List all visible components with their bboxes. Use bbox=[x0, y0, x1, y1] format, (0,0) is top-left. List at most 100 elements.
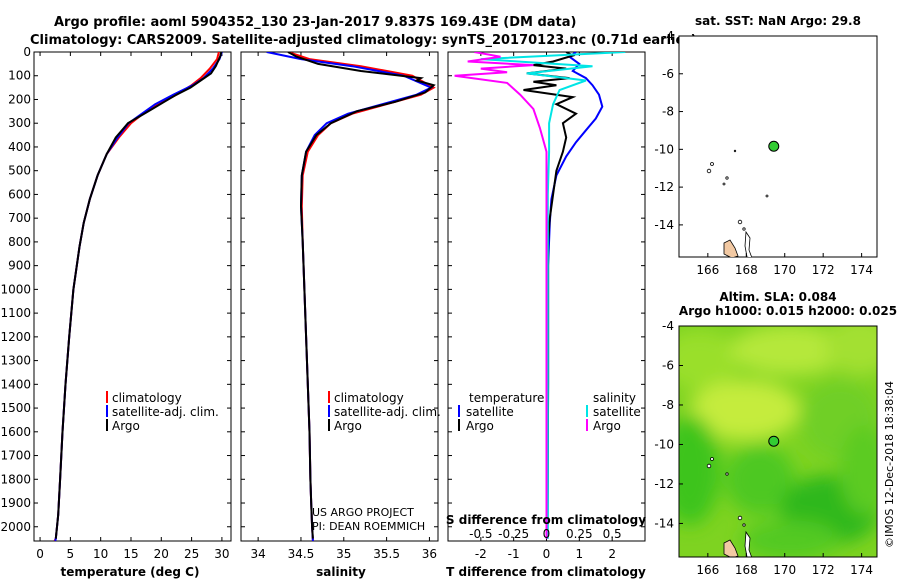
island-dot bbox=[765, 194, 769, 198]
map-y-tick-label: -6 bbox=[662, 358, 674, 372]
y-tick-label: 1600 bbox=[0, 425, 31, 439]
island-dot bbox=[742, 227, 746, 231]
map-x-tick-label: 170 bbox=[773, 263, 796, 277]
island-dot bbox=[722, 182, 726, 186]
y-tick-label: 1000 bbox=[0, 282, 31, 296]
x-tick-label: 10 bbox=[93, 547, 108, 561]
map-x-tick-label: 170 bbox=[773, 563, 796, 577]
sst-map-panel: sat. SST: NaN Argo: 29.8 166 168 170 172 174… bbox=[654, 14, 878, 277]
y-tick-label: 900 bbox=[8, 259, 31, 273]
y-tick-label: 1200 bbox=[0, 330, 31, 344]
y-tick-label: 2000 bbox=[0, 520, 31, 534]
x-tick-label: 30 bbox=[214, 547, 229, 561]
argo-float-position bbox=[768, 435, 780, 447]
x-tick-label: 25 bbox=[184, 547, 199, 561]
x-tick-label-salinity: 0.5 bbox=[603, 527, 622, 541]
temperature-series bbox=[53, 52, 223, 541]
legend-heading-temperature: temperature bbox=[469, 391, 544, 405]
y-tick-label: 1800 bbox=[0, 472, 31, 486]
x-tick-label: -2 bbox=[475, 547, 487, 561]
salinity-y-ticks bbox=[241, 51, 438, 528]
legend-label-satellite: satellite-adj. clim. bbox=[112, 405, 219, 419]
x-tick-label: 20 bbox=[154, 547, 169, 561]
island-dot bbox=[742, 523, 746, 527]
difference-salinity-ticks: -0.5 -0.25 0 0.25 0.5 bbox=[469, 527, 622, 541]
island-malakula bbox=[744, 230, 753, 257]
legend-mark-temp-argo bbox=[458, 419, 460, 431]
island-dot bbox=[725, 176, 729, 180]
sla-blob bbox=[679, 415, 720, 525]
map-x-tick-label: 174 bbox=[850, 263, 873, 277]
island-dot bbox=[706, 168, 712, 174]
x-tick-label: 5 bbox=[67, 547, 75, 561]
sla-blob bbox=[840, 425, 877, 515]
island-dot bbox=[710, 162, 714, 166]
x-tick-label: 2 bbox=[608, 547, 616, 561]
map-x-tick-label: 166 bbox=[696, 563, 719, 577]
y-tick-label: 1400 bbox=[0, 377, 31, 391]
sla-blob bbox=[730, 326, 850, 375]
legend-label-temp-satellite: satellite bbox=[466, 405, 514, 419]
map-x-tick-label: 168 bbox=[735, 563, 758, 577]
sst-map-points bbox=[768, 140, 780, 152]
x-tick-label: 0 bbox=[36, 547, 44, 561]
legend-mark-argo bbox=[106, 419, 108, 431]
y-tick-label: 1900 bbox=[0, 496, 31, 510]
x-tick-label: -1 bbox=[508, 547, 520, 561]
series-line-satellite-adj-clim- bbox=[54, 52, 223, 541]
island-dot bbox=[710, 457, 714, 461]
temperature-axes-frame bbox=[33, 51, 232, 542]
legend-label-climatology: climatology bbox=[112, 391, 182, 405]
island-dot bbox=[733, 149, 737, 153]
legend-mark-sal-argo bbox=[586, 419, 588, 431]
legend-label-temp-argo: Argo bbox=[466, 419, 494, 433]
difference-xlabel-salinity: S difference from climatology bbox=[446, 513, 646, 527]
salinity-legend: climatology satellite-adj. clim. Argo bbox=[328, 391, 441, 433]
map-y-tick-label: -12 bbox=[654, 180, 674, 194]
legend-label-satellite: satellite-adj. clim. bbox=[334, 405, 441, 419]
salinity-xlabel: salinity bbox=[316, 565, 366, 579]
y-tick-label: 800 bbox=[8, 235, 31, 249]
sla-map-points bbox=[768, 435, 780, 447]
map-y-tick-label: -14 bbox=[654, 516, 674, 530]
temperature-xlabel: temperature (deg C) bbox=[61, 565, 200, 579]
pressure-axis: 0 100 200 300 400 500 600 700 800 900 1000 1100 1200… bbox=[0, 45, 231, 534]
map-x-tick-label: 172 bbox=[812, 263, 835, 277]
legend-label-sal-satellite: satellite bbox=[593, 405, 641, 419]
salinity-panel: 34 34.5 35 35.5 36 salinity climatology sate… bbox=[240, 51, 441, 579]
sla-blob bbox=[740, 520, 840, 557]
x-tick-label: 34.5 bbox=[288, 547, 315, 561]
legend-mark-climatology bbox=[328, 391, 330, 403]
series-line-temperature-satellite bbox=[546, 52, 604, 539]
island-dot bbox=[725, 472, 729, 476]
x-tick-label: 35 bbox=[336, 547, 351, 561]
x-tick-label-salinity: 0 bbox=[543, 527, 551, 541]
map-y-tick-label: -4 bbox=[662, 319, 674, 333]
island-espiritu-santo bbox=[723, 539, 739, 557]
legend-label-climatology: climatology bbox=[334, 391, 404, 405]
x-tick-label: 0 bbox=[543, 547, 551, 561]
y-tick-label: 200 bbox=[8, 92, 31, 106]
x-tick-label: 36 bbox=[422, 547, 437, 561]
figure-title-line2: Climatology: CARS2009. Satellite-adjuste… bbox=[30, 33, 697, 48]
legend-label-argo: Argo bbox=[112, 419, 140, 433]
difference-x-axis: -2 -1 0 1 2 bbox=[475, 52, 616, 561]
credit-imos: ©IMOS 12-Dec-2018 18:38:04 bbox=[883, 381, 896, 548]
legend-mark-temp-satellite bbox=[458, 405, 460, 417]
map-y-tick-label: -10 bbox=[654, 142, 674, 156]
legend-label-sal-argo: Argo bbox=[593, 419, 621, 433]
series-line-salinity-argo bbox=[454, 52, 548, 539]
map-x-tick-label: 166 bbox=[696, 263, 719, 277]
series-line-satellite-adj-clim- bbox=[266, 52, 434, 541]
sla-field-blobs bbox=[679, 326, 877, 557]
series-line-argo bbox=[287, 52, 436, 539]
map-y-tick-label: -6 bbox=[662, 67, 674, 81]
y-tick-label: 1300 bbox=[0, 354, 31, 368]
y-tick-label: 1500 bbox=[0, 401, 31, 415]
y-tick-label: 100 bbox=[8, 69, 31, 83]
argo-float-position bbox=[768, 140, 780, 152]
legend-mark-argo bbox=[328, 419, 330, 431]
legend-mark-sal-satellite bbox=[586, 405, 588, 417]
y-tick-label: 0 bbox=[23, 45, 31, 59]
